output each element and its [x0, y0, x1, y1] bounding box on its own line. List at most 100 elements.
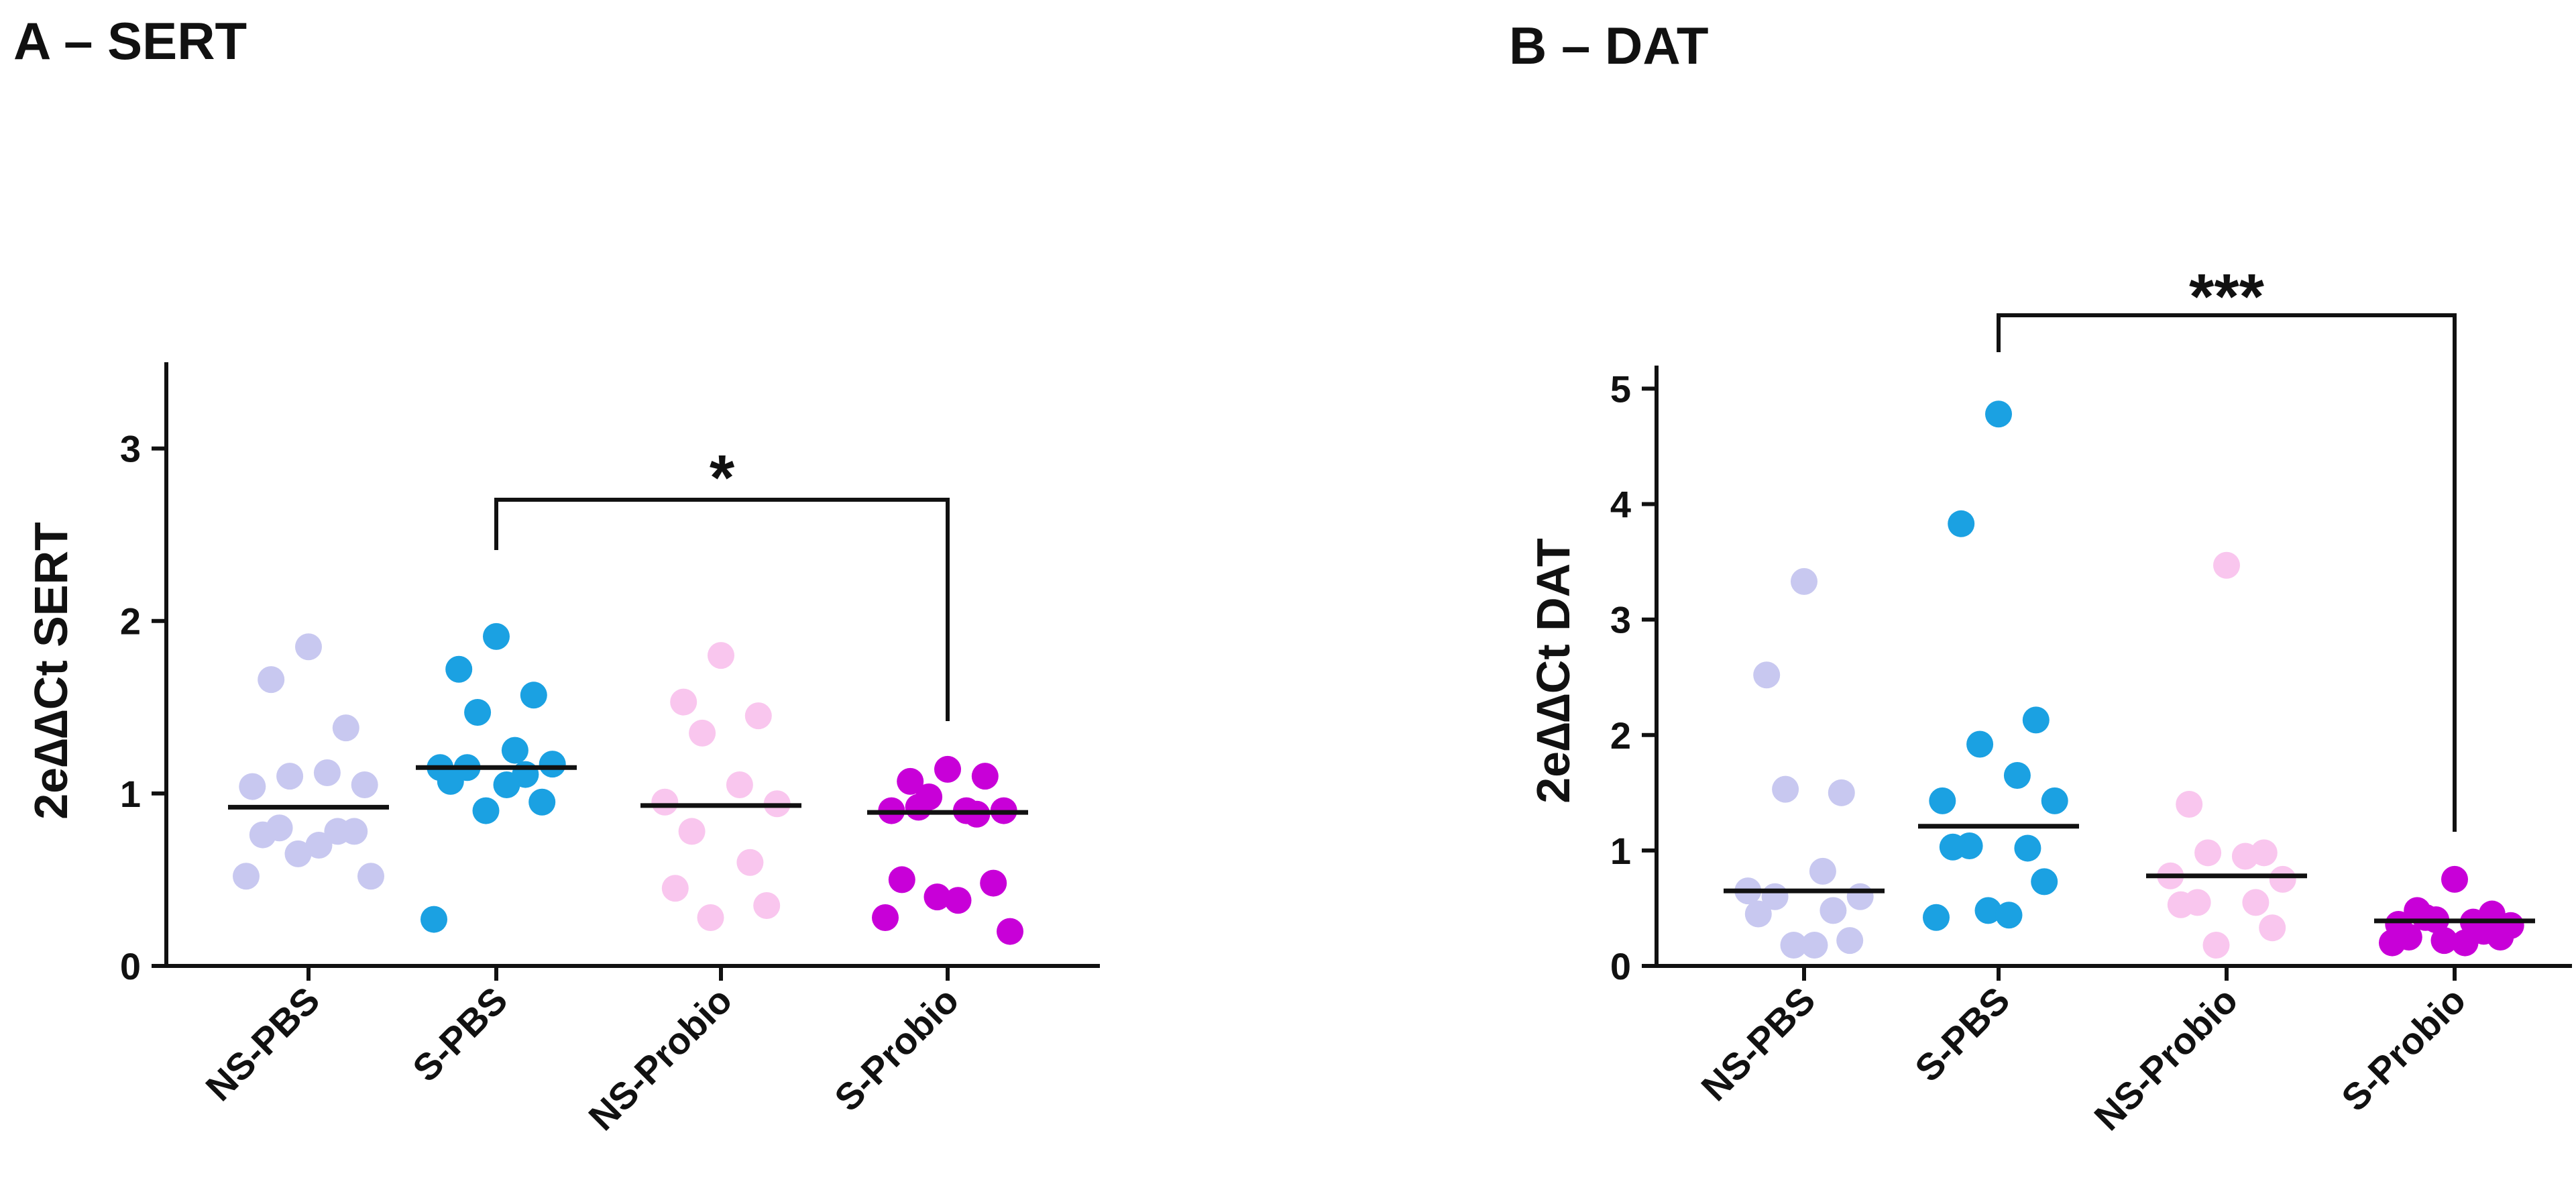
- data-point: [923, 883, 951, 911]
- data-point: [539, 751, 566, 778]
- data-point: [2231, 843, 2259, 870]
- data-point: [2412, 904, 2439, 931]
- data-point: [284, 840, 312, 867]
- y-tick-label: 2: [120, 600, 141, 643]
- x-tick-label: S-Probio: [2333, 979, 2474, 1120]
- y-tick-label: 4: [1610, 484, 1631, 526]
- data-point: [872, 904, 899, 931]
- data-point: [295, 633, 322, 661]
- data-point: [341, 818, 368, 845]
- data-point: [678, 818, 706, 845]
- data-point: [1744, 900, 1772, 928]
- data-point: [708, 642, 734, 669]
- chart-panel-sert: A – SERT 0 1 2 3 2e∆∆Ct SERT NS-PBS S-PBS NS-Pr…: [13, 11, 1100, 1138]
- data-point: [233, 863, 260, 890]
- data-point: [2441, 865, 2468, 893]
- data-point: [1948, 510, 1975, 537]
- data-point: [1753, 661, 1781, 689]
- data-point: [493, 771, 520, 798]
- data-point: [2451, 929, 2479, 957]
- y-axis-title: 2e∆∆Ct DAT: [1527, 538, 1579, 804]
- data-point: [239, 773, 266, 800]
- data-point: [1772, 775, 1799, 803]
- data-point: [1929, 787, 1956, 814]
- data-point: [249, 821, 276, 849]
- data-point: [2213, 551, 2240, 579]
- data-point: [464, 699, 492, 726]
- data-point: [2022, 706, 2050, 734]
- y-tick-label: 0: [1610, 945, 1631, 987]
- data-point: [2430, 927, 2458, 955]
- y-tick-label: 1: [1610, 830, 1631, 872]
- data-point: [934, 755, 961, 783]
- data-point: [357, 863, 384, 890]
- data-point: [661, 875, 689, 902]
- data-point: [258, 666, 285, 694]
- data-point: [1985, 400, 2012, 428]
- significance-bracket: [1997, 313, 2457, 832]
- data-point: [2167, 891, 2194, 918]
- y-tick-label: 5: [1610, 368, 1631, 410]
- data-point: [2379, 929, 2406, 957]
- y-tick-label: 3: [1610, 599, 1631, 641]
- data-point: [1923, 904, 1950, 931]
- data-point: [2031, 868, 2058, 895]
- data-point: [971, 763, 999, 790]
- data-point: [753, 892, 781, 919]
- data-point: [528, 788, 556, 816]
- data-point: [888, 866, 915, 893]
- data-point: [2014, 834, 2041, 862]
- chart-panel-dat: B – DAT 0 1 2 3 4 5 2e∆∆Ct DAT NS-PBS S-PBS NS-Pr…: [1509, 16, 2572, 1138]
- panel-title-sert: A – SERT: [13, 11, 247, 70]
- x-tick-label: S-Probio: [826, 979, 967, 1120]
- x-tick-label: S-PBS: [404, 979, 516, 1090]
- data-point: [1995, 902, 2023, 929]
- data-point: [1846, 883, 1874, 910]
- data-point: [897, 767, 924, 795]
- data-point: [980, 869, 1007, 897]
- data-point: [736, 849, 764, 876]
- data-point: [905, 794, 932, 821]
- x-tick-label: NS-Probio: [2086, 979, 2245, 1138]
- data-point: [313, 759, 341, 786]
- data-point: [697, 904, 724, 931]
- data-point: [726, 771, 753, 798]
- x-tick-label: S-PBS: [1907, 979, 2018, 1090]
- y-tick-label: 3: [120, 428, 141, 470]
- x-tick-label: NS-Probio: [580, 979, 740, 1138]
- data-point: [1974, 897, 2002, 924]
- data-point: [2003, 762, 2031, 790]
- x-tick-label: NS-PBS: [1693, 979, 1823, 1109]
- data-point: [2176, 791, 2203, 818]
- y-axis-title: 2e∆∆Ct SERT: [25, 522, 77, 820]
- y-tick-label: 1: [120, 773, 141, 815]
- panel-title-dat: B – DAT: [1509, 16, 1709, 75]
- data-point: [2487, 923, 2514, 951]
- data-point: [944, 887, 972, 914]
- data-point: [483, 622, 510, 650]
- data-point: [421, 906, 447, 933]
- data-point: [520, 682, 547, 709]
- data-point: [1791, 567, 1817, 595]
- y-tick-label: 2: [1610, 714, 1631, 757]
- data-point: [2242, 889, 2270, 916]
- data-point: [2269, 865, 2296, 893]
- data-point: [501, 737, 528, 764]
- significance-label: ***: [2189, 261, 2265, 333]
- data-point: [1801, 932, 1828, 959]
- data-point: [1939, 833, 1966, 861]
- data-point: [437, 767, 464, 795]
- significance-bracket: [494, 498, 950, 721]
- data-point: [472, 797, 500, 824]
- data-point: [332, 714, 359, 742]
- data-point: [997, 918, 1023, 945]
- data-point: [276, 763, 304, 790]
- data-point: [1966, 730, 1994, 758]
- data-point: [651, 788, 679, 816]
- data-point: [744, 702, 772, 730]
- data-point: [2259, 914, 2286, 942]
- y-tick-label: 0: [120, 945, 141, 987]
- data-point: [1780, 932, 1807, 959]
- data-point: [305, 832, 333, 859]
